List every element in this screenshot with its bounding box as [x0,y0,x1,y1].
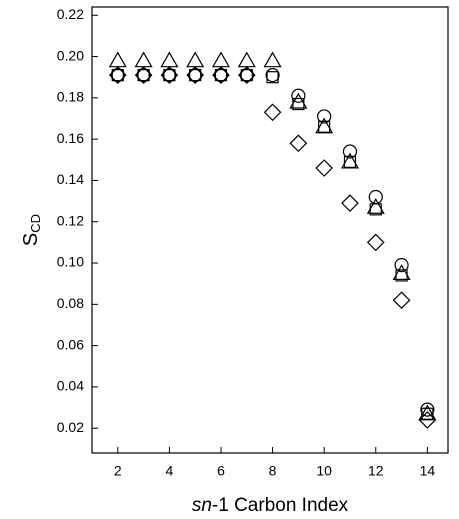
x-tick-label: 2 [114,463,122,479]
y-tick-label: 0.06 [57,336,84,352]
x-tick-label: 10 [316,463,332,479]
triangle-marker [108,51,127,68]
x-tick-label: 4 [165,463,173,479]
circle-marker [394,258,409,273]
circle-marker [368,189,383,205]
triangle-marker [186,51,205,68]
diamond-marker [237,66,256,84]
y-tick-label: 0.22 [57,6,84,22]
square-marker [163,69,176,82]
diamond-marker [418,411,437,429]
diamond-marker [134,66,153,84]
y-tick-label: 0.20 [57,47,84,63]
square-marker [111,69,124,82]
circle-marker [110,68,125,83]
y-tick-label: 0.08 [57,295,84,311]
triangle-marker [134,51,153,68]
triangle-marker [237,51,256,68]
triangle-marker [211,51,231,68]
x-label-rest: -1 Carbon Index [212,495,349,516]
diamond-marker [392,291,411,310]
x-tick-label: 6 [217,463,225,479]
diamond-marker [315,159,334,177]
diamond-marker [366,233,385,252]
y-tick-label: 0.16 [57,130,84,146]
square-marker [137,69,150,82]
diamond-marker [289,134,308,153]
square-marker [189,69,202,82]
circle-marker [136,68,151,83]
y-tick-label: 0.18 [57,89,84,105]
x-tick-label: 14 [420,463,436,479]
circle-marker [342,144,358,159]
triangle-marker [418,404,437,421]
y-tick-label: 0.02 [57,419,84,435]
circle-marker [420,402,435,417]
square-marker [240,69,253,82]
diamond-marker [160,66,179,84]
circle-marker [291,88,306,103]
plot-frame [91,6,449,454]
circle-marker [213,68,229,83]
square-marker [421,407,434,420]
y-tick-label: 0.04 [57,378,84,394]
triangle-marker [392,264,411,280]
circle-marker [239,68,254,83]
x-tick-label: 12 [368,463,384,479]
diamond-marker [263,103,282,122]
diamond-marker [186,66,205,84]
x-tick-label: 8 [269,463,277,479]
diamond-marker [108,66,127,84]
square-marker [266,71,279,84]
y-label-sub: CD [28,214,43,233]
y-tick-label: 0.14 [57,171,84,187]
y-tick-label: 0.12 [57,212,84,228]
circle-marker [317,109,332,124]
diamond-marker [341,194,359,213]
circle-marker [188,68,203,83]
triangle-marker [366,198,385,214]
triangle-marker [315,117,334,134]
circle-marker [265,68,280,83]
diamond-marker [212,66,230,84]
triangle-marker [340,152,360,169]
x-label-italic: sn [192,495,212,516]
triangle-marker [160,51,179,68]
y-tick-label: 0.10 [57,254,84,270]
y-axis-label: SCD [20,214,43,246]
y-label-main: S [20,233,42,246]
triangle-marker [289,92,308,109]
x-axis-label: sn-1 Carbon Index [192,495,349,516]
circle-marker [162,68,177,83]
triangle-marker [263,51,282,68]
square-marker [214,69,228,82]
